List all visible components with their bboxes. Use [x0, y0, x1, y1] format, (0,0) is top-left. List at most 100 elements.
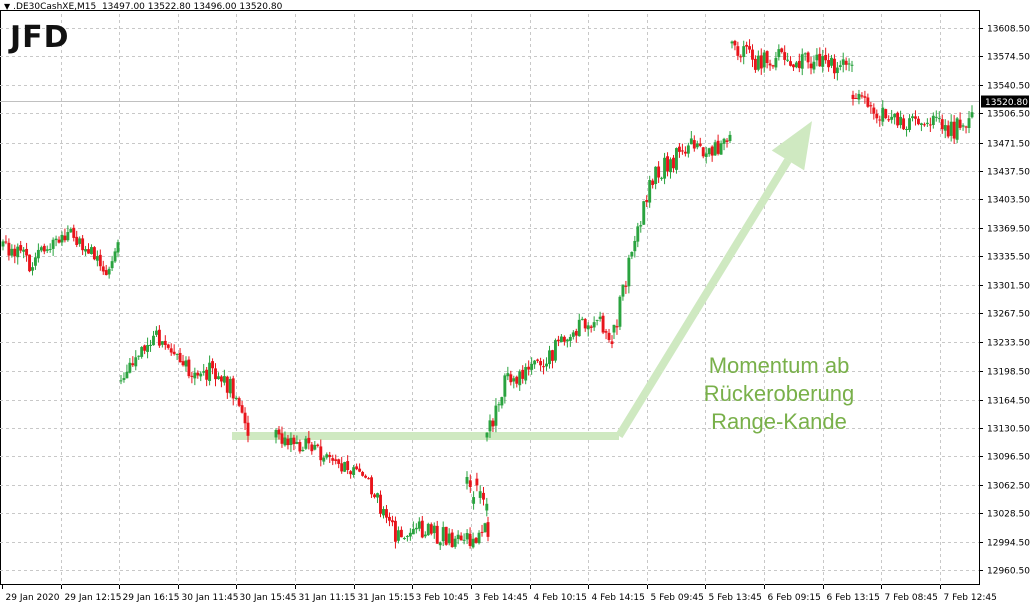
- candle-body: [10, 248, 14, 256]
- candle-body: [289, 437, 293, 446]
- candle-body: [66, 232, 70, 241]
- candle-group: [274, 426, 490, 551]
- candle-body: [530, 363, 534, 370]
- candle-body: [474, 537, 478, 543]
- candle-body: [768, 63, 772, 66]
- candle-body: [745, 44, 749, 47]
- candle-body: [961, 125, 965, 127]
- candle-body: [316, 444, 320, 446]
- x-tick-label: 29 Jan 2020: [6, 593, 60, 603]
- candle-body: [90, 247, 93, 255]
- candle-body: [157, 329, 161, 346]
- candle-body: [370, 477, 373, 495]
- candle-body: [648, 180, 652, 203]
- candle-body: [827, 60, 831, 68]
- candle-body: [931, 115, 935, 125]
- candle-body: [435, 525, 439, 544]
- candle-body: [343, 462, 347, 472]
- candle-body: [835, 67, 839, 74]
- candle-body: [417, 521, 421, 529]
- candle-body: [355, 466, 359, 470]
- candle-body: [812, 61, 816, 70]
- candle-body: [408, 532, 412, 537]
- candle-body: [441, 527, 445, 542]
- candle-body: [964, 126, 968, 128]
- momentum-arrow-head: [771, 121, 812, 171]
- candle-body: [509, 374, 513, 383]
- candle-body: [485, 432, 489, 438]
- candle-body: [72, 227, 76, 238]
- candle-body: [286, 438, 290, 446]
- candle-body: [472, 497, 476, 504]
- candle-body: [577, 319, 581, 337]
- candle-body: [542, 366, 545, 368]
- candle-body: [382, 509, 385, 516]
- candle-body: [438, 542, 442, 546]
- candle-body: [346, 461, 350, 470]
- candle-body: [586, 325, 590, 330]
- x-tick-label: 7 Feb 12:45: [944, 593, 997, 603]
- candle-body: [478, 491, 482, 498]
- candle-body: [101, 266, 105, 272]
- current-price-tag: 13520.80: [981, 95, 1029, 108]
- candle-body: [373, 494, 376, 498]
- y-tick-label: 13301.50: [987, 282, 1030, 292]
- candle-body: [902, 118, 906, 130]
- candle-body: [792, 64, 795, 68]
- candle-body: [893, 113, 897, 118]
- candle-body: [277, 429, 281, 435]
- candle-body: [908, 118, 911, 130]
- candle-body: [154, 330, 158, 335]
- candle-body: [598, 316, 602, 319]
- y-tick-label: 13198.50: [987, 368, 1030, 378]
- candle-body: [527, 366, 531, 370]
- candle-body: [491, 420, 495, 427]
- candle-body: [896, 112, 900, 126]
- candle-body: [494, 405, 498, 426]
- candle-body: [800, 54, 804, 69]
- candle-body: [958, 119, 962, 128]
- candle-body: [624, 285, 628, 287]
- candle-body: [468, 480, 472, 488]
- current-price-box: [981, 95, 1029, 108]
- candle-body: [295, 441, 299, 444]
- chart-header[interactable]: ▼ .DE30CashXE,M15 13497.00 13522.80 13496…: [4, 2, 282, 12]
- candle-body: [128, 362, 132, 373]
- candle-body: [506, 373, 510, 377]
- candle-body: [462, 539, 466, 541]
- candle-body: [612, 324, 616, 333]
- candle-group: [612, 130, 732, 340]
- candle-body: [426, 523, 430, 536]
- candle-group: [730, 39, 854, 81]
- candle-body: [707, 148, 711, 155]
- candle-body: [716, 140, 720, 154]
- candle-body: [42, 245, 46, 252]
- candle-body: [556, 339, 560, 342]
- candle-body: [794, 62, 798, 68]
- candle-body: [319, 446, 323, 461]
- candle-body: [539, 361, 543, 366]
- candle-group: [851, 89, 974, 144]
- candle-body: [762, 52, 766, 68]
- candle-body: [125, 371, 129, 379]
- candle-body: [205, 369, 209, 380]
- candle-body: [518, 371, 522, 386]
- x-tick-label: 5 Feb 09:45: [651, 593, 704, 603]
- candle-body: [683, 151, 687, 154]
- dropdown-arrow-icon[interactable]: ▼: [4, 2, 11, 11]
- candle-body: [503, 375, 507, 397]
- candle-body: [559, 336, 563, 343]
- candle-body: [477, 532, 481, 544]
- candle-body: [447, 533, 451, 544]
- candles: [1, 39, 974, 551]
- candle-body: [940, 119, 944, 130]
- symbol-label: .DE30CashXE,M15: [13, 2, 97, 12]
- candle-body: [95, 256, 99, 261]
- candle-body: [521, 369, 525, 379]
- y-tick-label: 13369.50: [987, 225, 1030, 235]
- candle-body: [710, 146, 714, 156]
- x-tick-label: 3 Feb 10:45: [416, 593, 469, 603]
- candle-body: [391, 520, 394, 523]
- candle-body: [934, 116, 938, 118]
- candle-body: [113, 251, 117, 262]
